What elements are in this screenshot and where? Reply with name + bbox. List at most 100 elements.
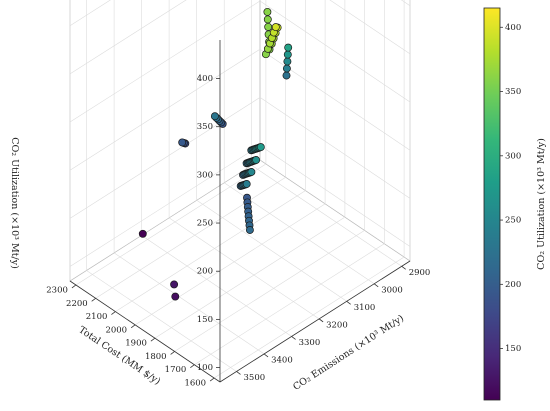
data-point: [271, 23, 280, 32]
z-tick-label: 200: [197, 267, 213, 277]
z-gridline: [69, 97, 261, 219]
x-gridline: [75, 163, 267, 286]
data-point: [245, 226, 254, 234]
y-gridline: [113, 252, 265, 355]
colorbar-tick-label: 200: [505, 280, 521, 290]
data-point: [210, 112, 219, 121]
y-gridline: [196, 200, 347, 302]
x-tick-mark: [170, 351, 175, 355]
x-gridline: [213, 256, 405, 379]
x-gridline: [194, 243, 385, 365]
y-tick-label: 2900: [409, 268, 431, 278]
z-gridline: [329, 0, 411, 55]
y-tick-label: 3500: [244, 373, 266, 383]
z-gridline: [69, 0, 187, 75]
data-point: [247, 168, 256, 176]
x-gridline: [154, 216, 346, 339]
chart-points: [138, 7, 293, 301]
data-point: [171, 292, 180, 301]
colorbar-tick-label: 400: [505, 23, 521, 33]
x-tick-label: 1600: [184, 379, 206, 389]
x-gridline: [134, 203, 326, 326]
colorbar-tick-label: 300: [505, 151, 521, 161]
y-gridline: [251, 165, 402, 267]
x-tick-label: 2000: [105, 325, 127, 335]
x-tick-mark: [150, 337, 156, 342]
y-gridline: [86, 270, 237, 372]
y-axis-line: [219, 260, 411, 383]
x-tick-label: 1800: [145, 352, 167, 362]
colorbar-title: CO₂ Utilization (×10³ Mt/y): [536, 138, 547, 270]
data-point: [178, 138, 187, 147]
data-point: [263, 7, 272, 16]
y-gridline: [141, 235, 292, 337]
x-tick-mark: [190, 364, 195, 369]
z-axis-title: CO₂ Utilization (×10³ Mt/y): [9, 137, 20, 269]
x-gridline: [95, 177, 286, 299]
y-tick-mark: [346, 301, 351, 305]
data-point: [256, 143, 265, 152]
y-tick-mark: [401, 265, 406, 270]
z-gridline: [259, 145, 411, 247]
z-tick-label: 150: [197, 315, 213, 325]
z-gridline: [69, 0, 261, 123]
data-point: [284, 43, 293, 52]
x-tick-mark: [71, 284, 77, 289]
y-tick-mark: [263, 353, 269, 358]
z-gridline: [259, 0, 411, 103]
x-gridline: [174, 230, 365, 352]
x-tick-mark: [91, 297, 96, 302]
y-gridline: [168, 217, 320, 320]
colorbar-tick-label: 150: [505, 344, 521, 354]
y-tick-mark: [236, 371, 241, 375]
data-point: [252, 156, 261, 164]
y-tick-label: 3400: [271, 355, 293, 365]
data-point: [283, 57, 292, 66]
data-point: [264, 22, 273, 31]
data-point: [283, 50, 292, 59]
z-tick-label: 300: [197, 170, 213, 180]
z-gridline: [69, 145, 261, 267]
z-tick-label: 100: [197, 363, 213, 373]
x-tick-label: 1700: [165, 365, 187, 375]
z-gridline: [69, 0, 111, 26]
y-tick-mark: [373, 283, 379, 288]
y-tick-mark: [318, 318, 324, 323]
z-tick-label: 250: [197, 219, 213, 229]
y-tick-label: 3300: [299, 338, 321, 348]
z-gridline: [259, 97, 411, 199]
data-point: [170, 280, 179, 289]
back-right-pane: [259, 0, 411, 262]
data-point: [138, 229, 147, 238]
colorbar-tick-label: 350: [505, 87, 521, 97]
x-axis-line: [69, 280, 221, 383]
y-tick-label: 3200: [326, 320, 348, 330]
x-tick-mark: [130, 324, 136, 329]
z-gridline: [69, 48, 261, 171]
x-tick-mark: [111, 311, 116, 315]
colorbar: 150 200 250 300 350 400 CO₂ Utilization (×10³ …: [483, 7, 547, 401]
data-point: [242, 180, 251, 188]
x-tick-mark: [209, 377, 215, 382]
back-left-pane: [69, 0, 261, 282]
data-point: [282, 64, 291, 73]
y-axis-title: CO₂ Emissions (×10³ Mt/y): [291, 313, 406, 393]
z-tick-label: 350: [197, 122, 213, 132]
chart-axes: [69, 40, 411, 383]
x-tick-label: 1900: [125, 339, 147, 349]
y-tick-mark: [291, 336, 296, 340]
x-tick-label: 2100: [86, 312, 108, 322]
colorbar-gradient: [483, 7, 501, 401]
y-tick-label: 3100: [354, 303, 376, 313]
x-gridline: [115, 190, 306, 312]
colorbar-tick-label: 250: [505, 216, 521, 226]
x-tick-label: 2300: [46, 286, 68, 296]
z-gridline: [259, 48, 411, 151]
z-tick-label: 400: [197, 74, 213, 84]
y-tick-label: 3000: [381, 285, 403, 295]
z-gridline: [400, 0, 411, 6]
x-tick-label: 2200: [66, 299, 88, 309]
data-point: [263, 15, 272, 24]
data-point: [282, 71, 291, 80]
